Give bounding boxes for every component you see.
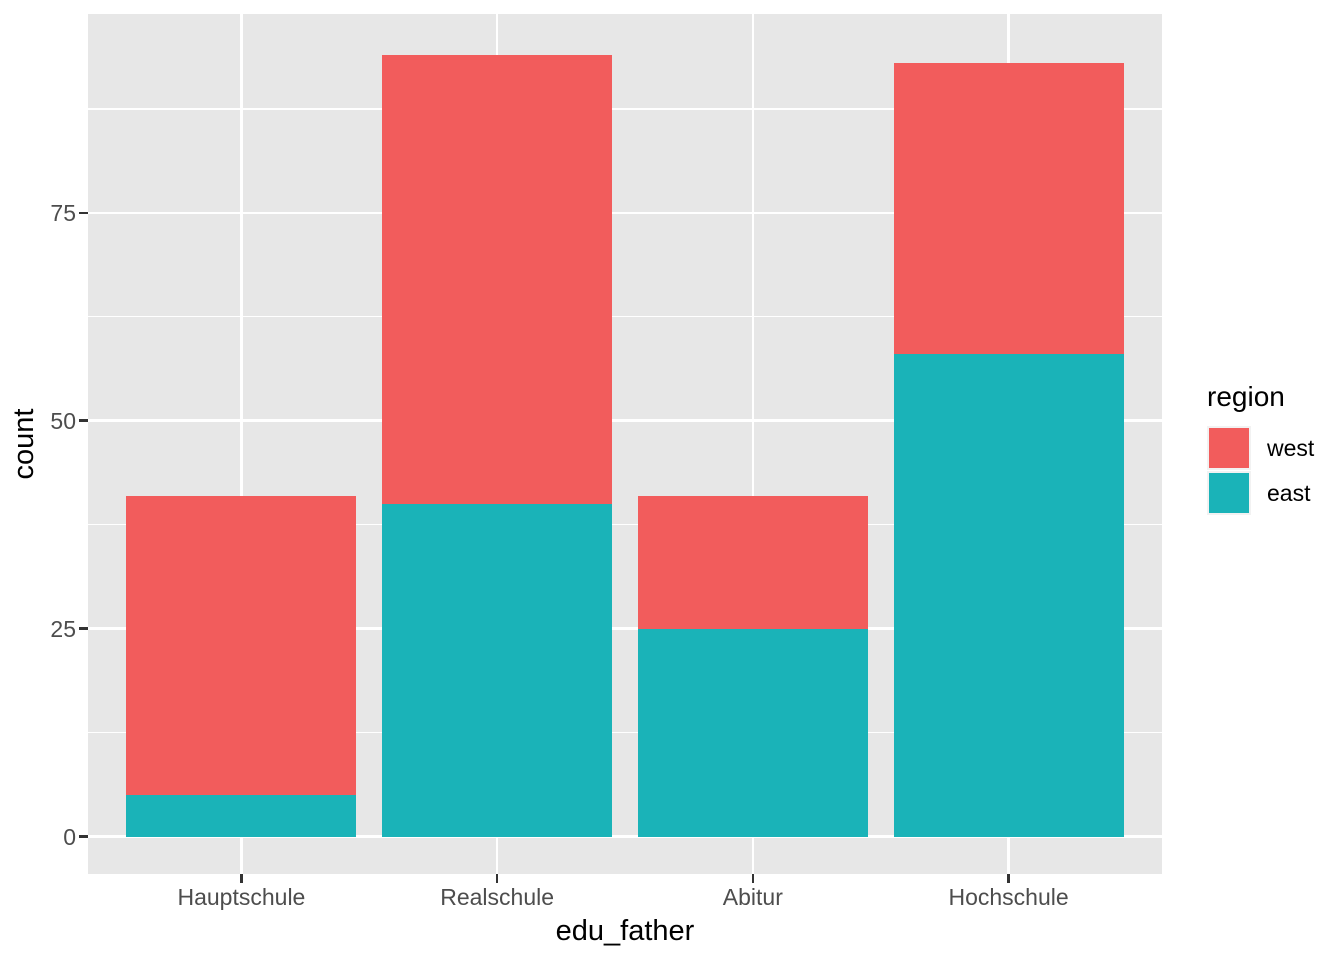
- legend-entries: west east: [1207, 426, 1344, 516]
- x-axis-title: edu_father: [555, 915, 695, 947]
- legend: region west east: [1207, 381, 1344, 516]
- bar-segment-east-hauptschule: [126, 794, 357, 837]
- x-tick-label-hochschule: Hochschule: [948, 884, 1069, 910]
- legend-label-east: east: [1267, 480, 1311, 506]
- legend-entry-east: east: [1207, 471, 1344, 516]
- plot-panel: [88, 14, 1162, 874]
- minor-gridline: [88, 315, 1162, 318]
- bar-segment-west-realschule: [382, 54, 613, 504]
- y-tick-label: 0: [63, 823, 76, 850]
- x-tick-label-realschule: Realschule: [440, 884, 555, 910]
- legend-swatch-west: [1209, 428, 1249, 468]
- legend-entry-west: west: [1207, 426, 1344, 471]
- legend-title: region: [1207, 381, 1285, 412]
- major-gridline-vertical: [240, 14, 243, 874]
- major-gridline-vertical: [751, 14, 755, 874]
- legend-swatch-east: [1209, 473, 1249, 513]
- legend-key: [1207, 471, 1251, 515]
- y-tick-label: 75: [50, 199, 76, 226]
- legend-label-west: west: [1267, 435, 1315, 461]
- y-tick-mark: [79, 627, 88, 630]
- minor-gridline: [88, 108, 1162, 110]
- y-tick-mark: [79, 211, 88, 215]
- x-tick-mark: [495, 874, 499, 883]
- x-tick-mark: [240, 874, 243, 883]
- bar-segment-east-hochschule: [893, 354, 1124, 837]
- major-gridline: [88, 211, 1162, 215]
- bar-segment-west-abitur: [637, 495, 868, 629]
- minor-gridline: [88, 523, 1162, 526]
- x-tick-mark: [751, 874, 755, 883]
- y-tick-label: 50: [50, 407, 76, 434]
- legend-key: [1207, 426, 1251, 470]
- y-tick-mark: [79, 419, 88, 422]
- x-tick-label-abitur: Abitur: [722, 884, 783, 910]
- bar-segment-east-realschule: [382, 503, 613, 837]
- bar-segment-east-abitur: [637, 628, 868, 837]
- y-tick-mark: [79, 835, 88, 838]
- major-gridline: [88, 419, 1162, 422]
- minor-gridline: [88, 731, 1162, 734]
- bar-segment-west-hochschule: [893, 63, 1124, 355]
- major-gridline: [88, 627, 1162, 630]
- y-tick-label: 25: [50, 615, 76, 642]
- major-gridline: [88, 835, 1162, 838]
- bar-segment-west-hauptschule: [126, 495, 357, 795]
- x-tick-mark: [1007, 874, 1010, 883]
- y-axis-title: count: [8, 408, 40, 480]
- x-tick-label-hauptschule: Hauptschule: [177, 884, 306, 910]
